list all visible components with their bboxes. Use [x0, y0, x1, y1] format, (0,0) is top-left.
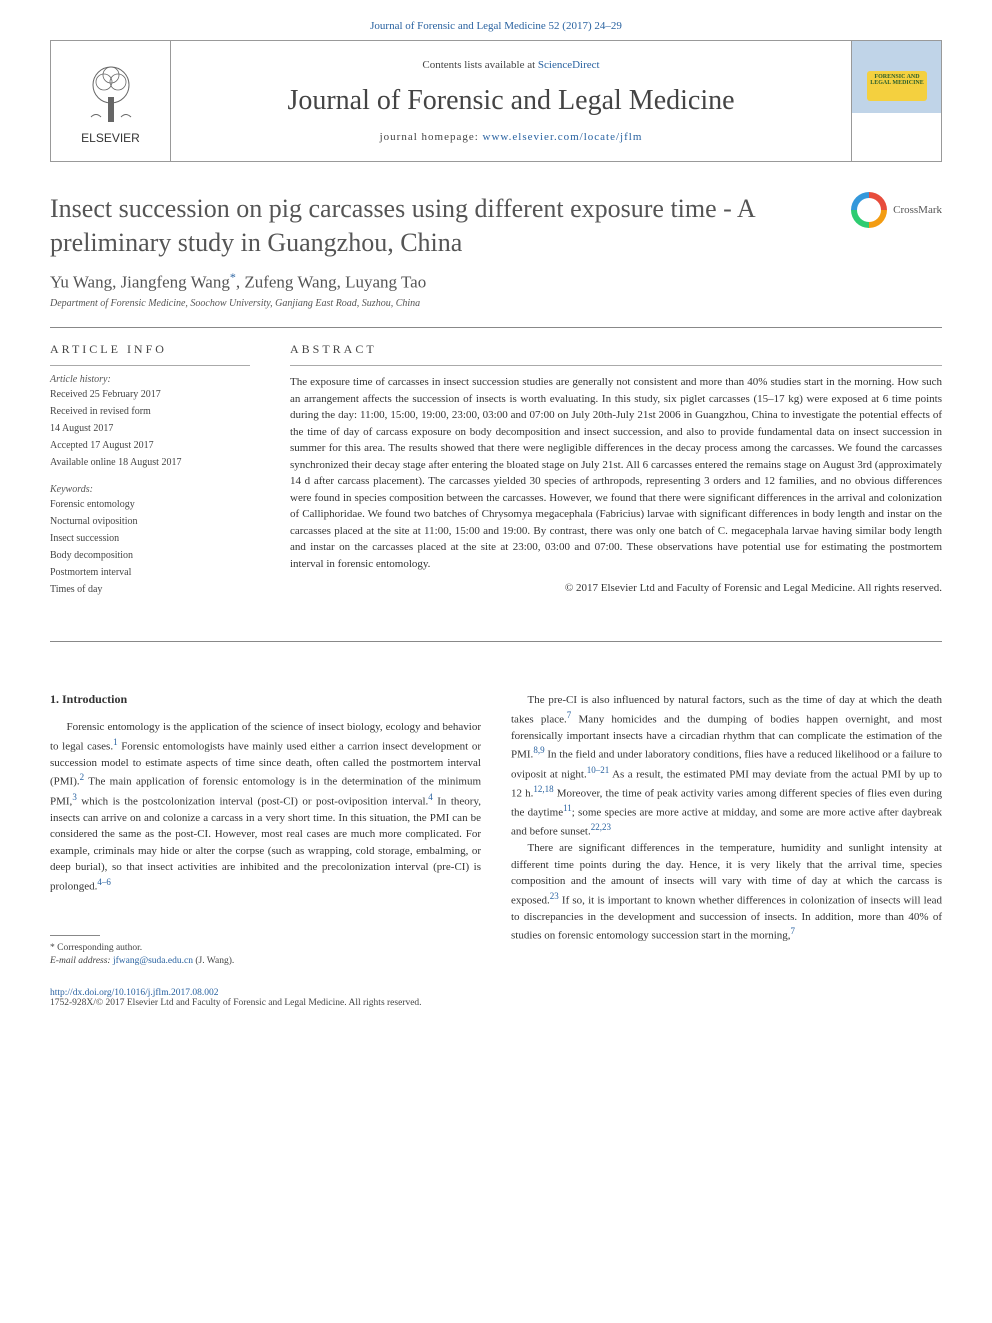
crossmark-badge[interactable]: CrossMark — [851, 192, 942, 228]
intro-heading: 1. Introduction — [50, 692, 481, 707]
abstract-copyright: © 2017 Elsevier Ltd and Faculty of Foren… — [290, 582, 942, 594]
elsevier-text: ELSEVIER — [81, 131, 140, 145]
abstract-heading: ABSTRACT — [290, 342, 942, 357]
history-block: Article history: Received 25 February 20… — [50, 374, 250, 470]
elsevier-logo: ELSEVIER — [51, 41, 171, 161]
citation[interactable]: 11 — [563, 803, 572, 813]
citation[interactable]: 23 — [550, 891, 559, 901]
history-item: 14 August 2017 — [50, 421, 250, 436]
history-item: Received in revised form — [50, 404, 250, 419]
journal-title: Journal of Forensic and Legal Medicine — [191, 85, 831, 117]
text-segment: which is the postcolonization interval (… — [77, 795, 428, 807]
article-title: Insect succession on pig carcasses using… — [50, 192, 831, 260]
sciencedirect-link[interactable]: ScienceDirect — [538, 59, 600, 71]
homepage-link[interactable]: www.elsevier.com/locate/jflm — [483, 131, 643, 143]
keyword-item: Times of day — [50, 582, 250, 597]
body-columns: 1. Introduction Forensic entomology is t… — [50, 692, 942, 968]
authors-part1: Yu Wang, Jiangfeng Wang — [50, 272, 230, 291]
contents-prefix: Contents lists available at — [422, 59, 537, 71]
corresponding-note: * Corresponding author. — [50, 942, 481, 955]
email-suffix: (J. Wang). — [193, 956, 234, 966]
abstract-hr — [290, 365, 942, 366]
footnote-separator — [50, 935, 100, 936]
journal-homepage: journal homepage: www.elsevier.com/locat… — [191, 131, 831, 143]
homepage-prefix: journal homepage: — [380, 131, 483, 143]
text-segment: If so, it is important to known whether … — [511, 894, 942, 942]
abstract-column: ABSTRACT The exposure time of carcasses … — [290, 342, 942, 611]
abstract-text: The exposure time of carcasses in insect… — [290, 374, 942, 572]
body-col-right: The pre-CI is also influenced by natural… — [511, 692, 942, 968]
citation[interactable]: 8,9 — [533, 745, 544, 755]
divider — [50, 641, 942, 642]
info-hr — [50, 365, 250, 366]
footnote: * Corresponding author. E-mail address: … — [50, 942, 481, 969]
email-label: E-mail address: — [50, 956, 113, 966]
history-label: Article history: — [50, 374, 250, 385]
authors: Yu Wang, Jiangfeng Wang*, Zufeng Wang, L… — [50, 270, 942, 293]
text-segment: In theory, insects can arrive on and col… — [50, 795, 481, 892]
crossmark-icon — [851, 192, 887, 228]
history-item: Received 25 February 2017 — [50, 387, 250, 402]
keyword-item: Postmortem interval — [50, 565, 250, 580]
keyword-item: Forensic entomology — [50, 497, 250, 512]
affiliation: Department of Forensic Medicine, Soochow… — [50, 298, 942, 309]
cover-badge: FORENSIC AND LEGAL MEDICINE — [867, 71, 927, 101]
citation[interactable]: 10–21 — [587, 765, 610, 775]
history-item: Accepted 17 August 2017 — [50, 438, 250, 453]
citation[interactable]: 12,18 — [533, 784, 553, 794]
text-segment: ; some species are more active at midday… — [511, 807, 942, 838]
email-link[interactable]: jfwang@suda.edu.cn — [113, 956, 193, 966]
intro-text-col2: The pre-CI is also influenced by natural… — [511, 692, 942, 944]
authors-part2: , Zufeng Wang, Luyang Tao — [236, 272, 426, 291]
elsevier-tree-icon — [76, 57, 146, 127]
divider — [50, 327, 942, 328]
journal-reference: Journal of Forensic and Legal Medicine 5… — [50, 20, 942, 32]
contents-line: Contents lists available at ScienceDirec… — [191, 59, 831, 71]
header-center: Contents lists available at ScienceDirec… — [171, 47, 851, 155]
keyword-item: Nocturnal oviposition — [50, 514, 250, 529]
page-footer: http://dx.doi.org/10.1016/j.jflm.2017.08… — [50, 988, 942, 1008]
article-info-heading: ARTICLE INFO — [50, 342, 250, 357]
intro-text-col1: Forensic entomology is the application o… — [50, 719, 481, 895]
footer-copyright: 1752-928X/© 2017 Elsevier Ltd and Facult… — [50, 998, 942, 1008]
info-abstract-section: ARTICLE INFO Article history: Received 2… — [50, 342, 942, 611]
body-col-left: 1. Introduction Forensic entomology is t… — [50, 692, 481, 968]
doi-link[interactable]: http://dx.doi.org/10.1016/j.jflm.2017.08… — [50, 988, 218, 998]
citation[interactable]: 4–6 — [97, 877, 111, 887]
crossmark-text: CrossMark — [893, 204, 942, 216]
journal-header: ELSEVIER Contents lists available at Sci… — [50, 40, 942, 162]
citation[interactable]: 22,23 — [591, 822, 611, 832]
article-info-column: ARTICLE INFO Article history: Received 2… — [50, 342, 250, 611]
journal-cover: FORENSIC AND LEGAL MEDICINE — [851, 41, 941, 161]
keyword-item: Insect succession — [50, 531, 250, 546]
keywords-block: Keywords: Forensic entomology Nocturnal … — [50, 484, 250, 597]
history-item: Available online 18 August 2017 — [50, 455, 250, 470]
keyword-item: Body decomposition — [50, 548, 250, 563]
keywords-label: Keywords: — [50, 484, 250, 495]
citation[interactable]: 7 — [791, 926, 796, 936]
